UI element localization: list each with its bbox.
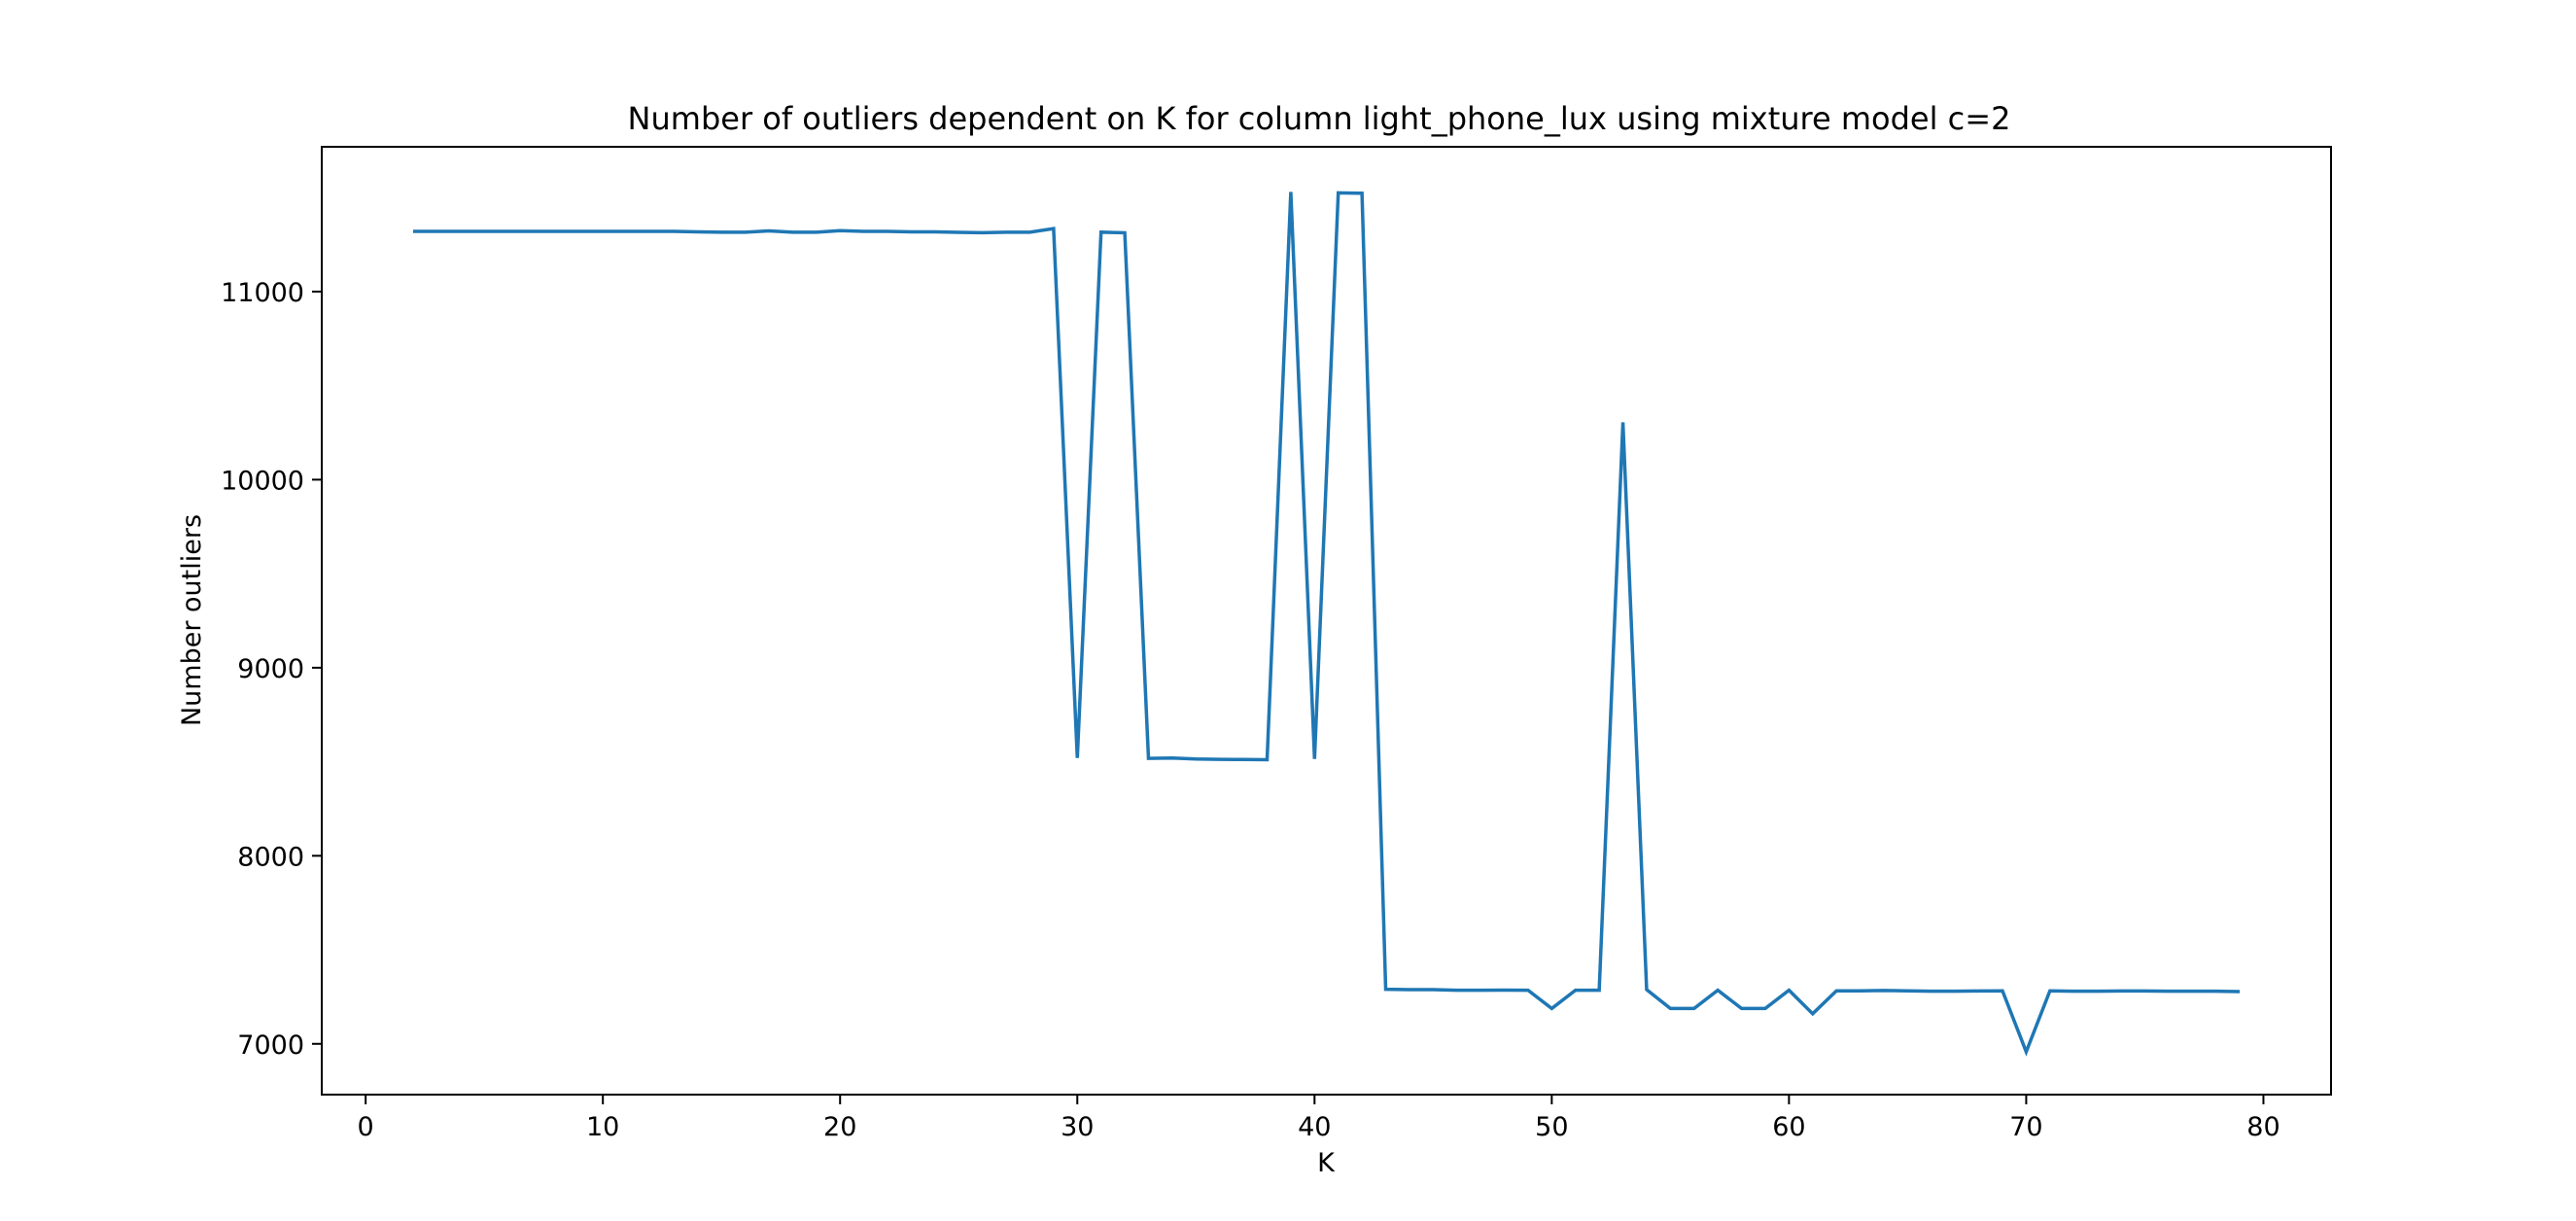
y-tick-label: 8000 bbox=[237, 842, 304, 872]
x-tick-label: 50 bbox=[1535, 1112, 1568, 1142]
x-tick-label: 0 bbox=[358, 1112, 374, 1142]
y-tick-label: 10000 bbox=[221, 466, 304, 496]
x-axis: 0 10 20 30 40 50 60 70 80 bbox=[358, 1095, 2280, 1142]
x-axis-label: K bbox=[1317, 1148, 1336, 1178]
x-tick-label: 20 bbox=[823, 1112, 856, 1142]
chart-title: Number of outliers dependent on K for co… bbox=[628, 100, 2011, 137]
y-axis-label: Number outliers bbox=[177, 514, 207, 726]
plot-frame bbox=[321, 146, 2332, 1096]
y-tick-label: 11000 bbox=[221, 278, 304, 308]
x-tick-label: 80 bbox=[2246, 1112, 2280, 1142]
x-tick-label: 70 bbox=[2009, 1112, 2042, 1142]
y-tick-label: 7000 bbox=[237, 1030, 304, 1061]
x-tick-label: 60 bbox=[1772, 1112, 1805, 1142]
x-tick-label: 40 bbox=[1298, 1112, 1331, 1142]
y-tick-label: 9000 bbox=[237, 654, 304, 684]
series-line-0 bbox=[412, 191, 2241, 1057]
y-axis: 7000 8000 9000 10000 11000 bbox=[221, 278, 322, 1061]
x-tick-label: 30 bbox=[1061, 1112, 1094, 1142]
x-tick-label: 10 bbox=[586, 1112, 619, 1142]
